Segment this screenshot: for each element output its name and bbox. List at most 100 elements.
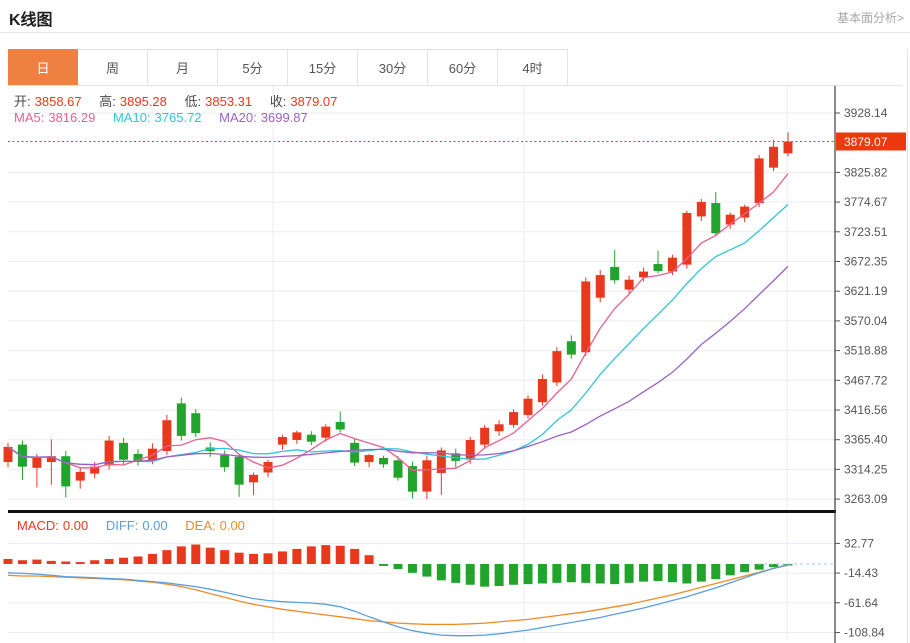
macd-bar [350, 548, 360, 564]
ma5-value: 3816.29 [48, 110, 96, 125]
candle-down [234, 456, 244, 485]
macd-bar [335, 545, 345, 564]
tab-4hour[interactable]: 4时 [498, 49, 568, 86]
candle-up [595, 275, 605, 298]
tab-week[interactable]: 周 [78, 49, 148, 86]
macd-bar [494, 564, 504, 587]
macd-bar [104, 558, 114, 564]
macd-bar [451, 564, 461, 583]
candle-up [552, 351, 562, 383]
macd-bar [263, 553, 273, 564]
tab-15min[interactable]: 15分 [288, 49, 358, 86]
y-axis-label: 3621.19 [844, 284, 888, 298]
candle-up [480, 427, 490, 445]
panel-right-border [907, 49, 908, 643]
header-divider [0, 32, 910, 33]
candle-up [3, 446, 13, 463]
candle-down [133, 453, 143, 461]
y-axis-label: 32.77 [844, 536, 874, 550]
macd-value: 0.00 [62, 518, 89, 533]
macd-bar [32, 559, 42, 564]
candle-up [32, 457, 42, 468]
macd-bar [509, 564, 519, 585]
candle-down [393, 460, 403, 478]
macd-readout: MACD: 0.00 DIFF: 0.00 DEA: 0.00 [17, 518, 249, 533]
macd-bar [740, 564, 750, 573]
macd-bar [176, 546, 186, 564]
candle-down [176, 403, 186, 436]
ma20-label: MA20: [219, 110, 257, 125]
candle-down [379, 457, 389, 465]
macd-bar [75, 562, 85, 564]
macd-bar [220, 550, 230, 564]
candle-up [537, 378, 547, 403]
close-value: 3879.07 [290, 94, 338, 109]
candle-up [639, 271, 649, 278]
y-axis-label: 3723.51 [844, 225, 888, 239]
ohlc-readout: 开: 3858.67 高: 3895.28 低: 3853.31 收: 3879.07 [14, 91, 341, 110]
ma20-value: 3699.87 [260, 110, 308, 125]
tab-day[interactable]: 日 [8, 49, 78, 86]
macd-bar [465, 564, 475, 585]
high-label: 高: [99, 94, 116, 109]
candle-up [523, 398, 533, 415]
y-axis-label: 3365.40 [844, 433, 888, 447]
candle-up [364, 455, 374, 463]
tabs-bottom-border [8, 85, 902, 86]
grid-lines [8, 86, 835, 641]
low-label: 低: [184, 94, 202, 109]
candle-up [75, 471, 85, 481]
page-title: K线图 [9, 12, 53, 29]
macd-bar [205, 547, 215, 564]
macd-bar [480, 564, 490, 587]
macd-bar [306, 546, 316, 564]
candle-up [754, 158, 764, 204]
tab-5min[interactable]: 5分 [218, 49, 288, 86]
candle-down [61, 456, 71, 487]
y-axis-label: 3774.67 [844, 195, 888, 209]
macd-bar [407, 564, 417, 573]
candle-down [119, 442, 129, 460]
candle-up [783, 141, 793, 154]
current-price-badge-text: 3879.07 [844, 135, 888, 149]
macd-bar [523, 564, 533, 585]
candle-up [46, 456, 56, 463]
candle-up [696, 201, 706, 217]
macd-bar [581, 564, 591, 583]
fundamental-analysis-link[interactable]: 基本面分析> [836, 11, 904, 25]
macd-bar [566, 564, 576, 583]
candle-up [494, 424, 504, 432]
macd-bar [321, 545, 331, 564]
candle-up [321, 426, 331, 438]
y-axis-label: -108.84 [844, 625, 885, 639]
candle-up [725, 214, 735, 225]
tab-30min[interactable]: 30分 [358, 49, 428, 86]
open-value: 3858.67 [34, 94, 82, 109]
candle-down [407, 466, 417, 492]
candle-up [769, 146, 779, 168]
ma5-line [7, 173, 789, 471]
candle-down [350, 442, 360, 463]
macd-bar [711, 564, 721, 580]
macd-bar [653, 564, 663, 581]
low-value: 3853.31 [205, 94, 253, 109]
y-axis-label: 3672.35 [844, 255, 888, 269]
ma-readout: MA5: 3816.29 MA10: 3765.72 MA20: 3699.87 [14, 110, 312, 125]
candle-up [465, 439, 475, 460]
candle-down [653, 264, 663, 272]
diff-line [7, 563, 789, 637]
tab-60min[interactable]: 60分 [428, 49, 498, 86]
close-label: 收: [269, 94, 287, 109]
y-axis-label: 3416.56 [844, 403, 888, 417]
high-value: 3895.28 [119, 94, 167, 109]
ma10-label: MA10: [112, 110, 151, 125]
macd-bar [46, 560, 56, 564]
candle-down [220, 455, 230, 468]
macd-bar [162, 550, 172, 564]
candle-up [667, 257, 677, 272]
tab-month[interactable]: 月 [148, 49, 218, 86]
macd-bar [393, 564, 403, 570]
candle-down [566, 341, 576, 355]
macd-bar [234, 552, 244, 564]
